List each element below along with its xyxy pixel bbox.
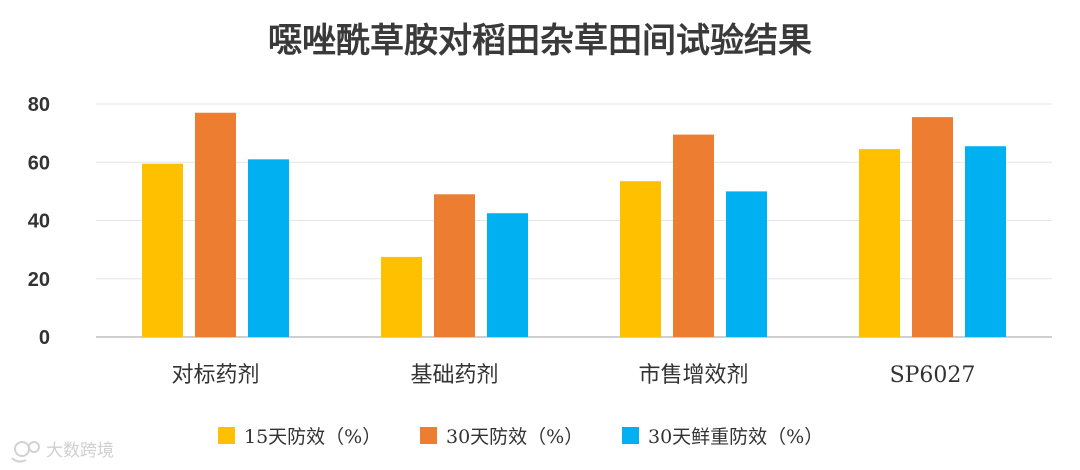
x-axis-ticks: 对标药剂 基础药剂 市售增效剂 SP6027 xyxy=(171,363,975,388)
legend-swatch xyxy=(218,427,235,444)
bar xyxy=(434,194,475,337)
bar xyxy=(248,159,289,337)
watermark: 大数跨境 xyxy=(11,441,114,463)
y-axis-ticks: 0 20 40 60 80 xyxy=(28,94,50,349)
y-tick-label: 40 xyxy=(28,211,50,233)
x-tick-label: 基础药剂 xyxy=(410,363,498,388)
logo-mark-icon xyxy=(11,441,40,463)
bar xyxy=(912,117,953,337)
x-tick-label: SP6027 xyxy=(890,363,976,388)
bar xyxy=(673,134,714,337)
y-tick-label: 20 xyxy=(28,269,50,291)
bar xyxy=(381,256,422,337)
y-tick-label: 60 xyxy=(28,152,50,174)
y-tick-label: 0 xyxy=(39,327,50,349)
bar xyxy=(195,112,236,337)
bar xyxy=(726,191,767,337)
legend-label: 30天鲜重防效（%） xyxy=(648,426,823,448)
x-tick-label: 市售增效剂 xyxy=(638,363,748,388)
x-tick-label: 对标药剂 xyxy=(171,363,259,388)
chart-title: 噁唑酰草胺对稻田杂草田间试验结果 xyxy=(268,21,812,61)
legend-label: 30天防效（%） xyxy=(446,426,583,448)
bar xyxy=(620,181,661,337)
bar xyxy=(142,163,183,337)
bars xyxy=(142,112,1006,337)
legend-swatch xyxy=(622,427,639,444)
y-tick-label: 80 xyxy=(28,94,50,116)
legend-swatch xyxy=(420,427,437,444)
gridlines xyxy=(96,103,1052,338)
legend-label: 15天防效（%） xyxy=(244,426,381,448)
bar xyxy=(487,213,528,337)
bar xyxy=(859,149,900,337)
legend: 15天防效（%） 30天防效（%） 30天鲜重防效（%） xyxy=(218,426,823,448)
watermark-text: 大数跨境 xyxy=(46,441,114,461)
bar xyxy=(965,146,1006,337)
